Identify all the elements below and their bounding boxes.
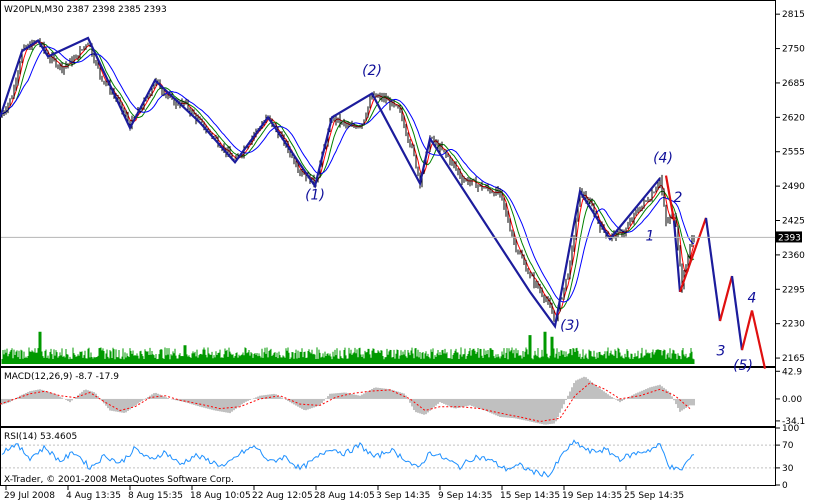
- macd-tick-label: 42.9: [782, 367, 802, 377]
- wave-label: (4): [653, 150, 673, 166]
- rsi-series: 100 70 30 0: [1, 424, 799, 491]
- time-axis: 29 Jul 2008 4 Aug 13:35 8 Aug 15:35 18 Aug …: [4, 486, 684, 501]
- rsi-header: RSI(14) 53.4605: [4, 432, 77, 442]
- wave-label: (3): [560, 318, 580, 334]
- price-tick-label: 2620: [782, 113, 805, 123]
- rsi-line: [1, 439, 695, 478]
- time-tick-label: 28 Aug 14:05: [314, 491, 375, 501]
- price-tick-label: 2360: [782, 251, 805, 261]
- price-tick-label: 2815: [782, 10, 805, 20]
- wave-label: (1): [305, 187, 325, 203]
- projection-segment: [730, 275, 744, 351]
- price-tick-label: 2555: [782, 148, 805, 158]
- wave-labels: (1) (2) (3) (4) (5) 1 2 3 4: [305, 63, 756, 374]
- rsi-tick-label: 70: [782, 441, 794, 451]
- time-tick-label: 8 Aug 15:35: [128, 491, 183, 501]
- price-tick-label: 2425: [782, 217, 805, 227]
- volume-bars: [1, 331, 695, 364]
- price-tick-label: 2750: [782, 45, 805, 55]
- wave-label: 3: [717, 343, 726, 359]
- current-price-label: 2393: [778, 233, 801, 243]
- copyright-footer: X-Trader, © 2001-2008 MetaQuotes Softwar…: [4, 475, 234, 485]
- price-axis: 2815 2750 2685 2620 2555 2490 2425 2360 2295 2230…: [776, 10, 805, 364]
- time-tick-label: 9 Sep 14:35: [438, 491, 492, 501]
- projection-segment: [704, 217, 722, 322]
- price-tick-label: 2490: [782, 182, 805, 192]
- projection-segment: [678, 217, 708, 293]
- macd-signal-line: [0, 382, 691, 423]
- main-header: W20PLN,M30 2387 2398 2385 2393: [4, 5, 167, 15]
- time-tick-label: 18 Aug 10:05: [190, 491, 251, 501]
- price-tick-label: 2295: [782, 285, 805, 295]
- macd-tick-label: 0.00: [782, 395, 802, 405]
- projection-lines: [664, 175, 767, 369]
- wave-label: 2: [674, 190, 683, 206]
- time-tick-label: 19 Sep 14:35: [562, 491, 622, 501]
- time-tick-label: 15 Sep 14:35: [500, 491, 560, 501]
- elliott-wave-lines: [0, 36, 661, 330]
- projection-segment: [740, 310, 754, 351]
- time-tick-label: 22 Aug 12:05: [252, 491, 313, 501]
- rsi-tick-label: 0: [782, 481, 788, 491]
- time-tick-label: 4 Aug 13:35: [66, 491, 121, 501]
- wave-label: (5): [733, 358, 753, 374]
- time-tick-label: 3 Sep 14:35: [376, 491, 430, 501]
- price-tick-label: 2685: [782, 79, 805, 89]
- projection-segment: [750, 310, 767, 369]
- main-pane[interactable]: [0, 0, 776, 367]
- price-tick-label: 2230: [782, 320, 805, 330]
- rsi-tick-label: 100: [782, 424, 799, 434]
- projection-segment: [664, 175, 676, 221]
- price-tick-label: 2165: [782, 354, 805, 364]
- wave-label: (2): [362, 63, 382, 79]
- rsi-tick-label: 30: [782, 464, 794, 474]
- wave-line: [0, 36, 661, 330]
- wave-label: 4: [748, 291, 757, 307]
- macd-header: MACD(12,26,9) -8.7 -17.9: [4, 372, 119, 382]
- projection-segment: [672, 220, 682, 293]
- time-tick-label: 25 Sep 14:35: [624, 491, 684, 501]
- macd-tick-label: -34.1: [782, 417, 805, 427]
- wave-label: 1: [646, 229, 655, 245]
- macd-series: 42.9 0.00 -34.1: [0, 367, 805, 427]
- current-price-box: [776, 231, 802, 243]
- projection-segment: [718, 275, 734, 322]
- time-tick-label: 29 Jul 2008: [4, 491, 55, 501]
